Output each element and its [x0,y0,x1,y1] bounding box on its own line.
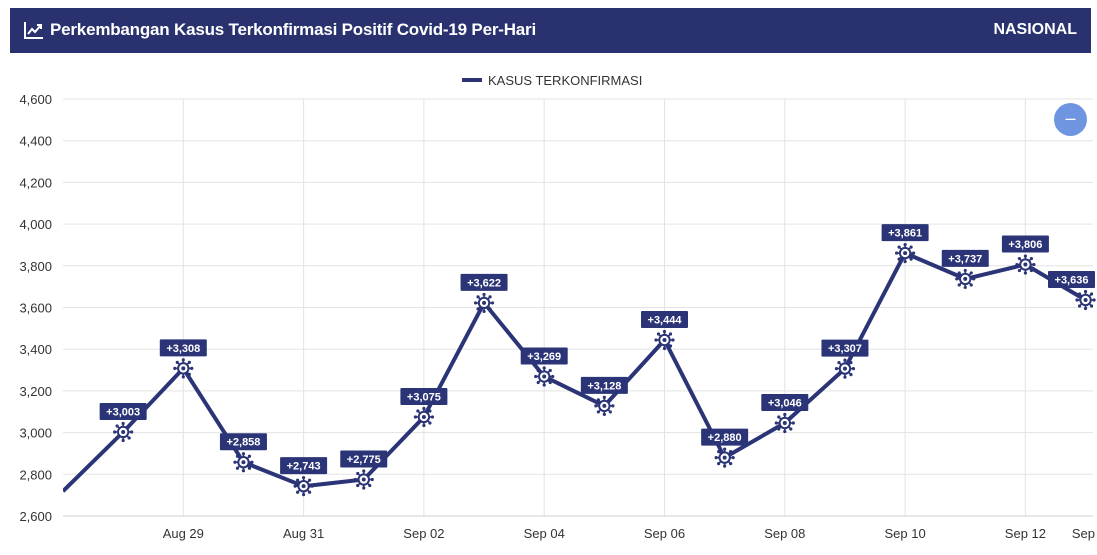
data-label-box [520,347,568,365]
data-label: +3,806 [1001,235,1049,253]
virus-marker-icon[interactable] [714,447,735,468]
data-label-text: +3,046 [768,398,802,410]
y-tick-label: 3,600 [19,301,52,316]
data-label-text: +3,737 [948,253,982,265]
data-label-box [1001,235,1049,253]
data-label: +3,444 [641,311,688,329]
data-label: +2,743 [280,457,328,475]
chart-title: Perkembangan Kasus Terkonfirmasi Positif… [50,20,536,39]
data-label: +3,003 [99,402,147,420]
data-label-text: +2,858 [226,437,260,449]
data-label: +2,858 [219,433,267,451]
data-label: +3,269 [520,347,568,365]
x-tick-label: Aug 29 [163,526,204,541]
data-label: +2,880 [701,428,749,446]
y-tick-label: 3,400 [19,342,52,357]
data-label-text: +3,444 [648,315,683,327]
data-label: +3,075 [400,387,448,405]
data-label-box [400,387,448,405]
data-label-text: +3,269 [527,351,561,363]
scope-badge: NASIONAL [993,21,1077,38]
data-label: +3,636 [1048,270,1095,288]
data-label-text: +3,307 [828,343,862,355]
y-tick-label: 4,400 [19,134,52,149]
y-tick-label: 3,000 [19,426,52,441]
y-tick-label: 4,000 [19,217,52,232]
virus-marker-icon[interactable] [594,395,615,417]
data-label: +2,775 [340,450,388,468]
data-label-box [941,249,989,267]
y-tick-label: 3,800 [19,259,52,274]
x-tick-label: Sep 12 [1005,526,1046,541]
collapse-button[interactable]: – [1054,103,1087,136]
x-tick-label: Sep 02 [403,526,444,541]
chart-header: Perkembangan Kasus Terkonfirmasi Positif… [10,8,1091,53]
virus-marker-icon[interactable] [293,476,314,497]
line-chart-icon [24,22,43,39]
data-label-box [761,394,809,412]
virus-marker-icon[interactable] [834,358,856,379]
data-label-text: +3,128 [587,380,621,392]
minus-icon: – [1065,108,1076,128]
data-label-box [159,339,207,357]
y-tick-label: 2,600 [19,509,52,524]
virus-marker-icon[interactable] [1075,289,1096,311]
data-label: +3,046 [761,394,809,412]
data-label-box [280,457,328,475]
legend-label[interactable]: KASUS TERKONFIRMASI [488,73,642,88]
virus-marker-icon[interactable] [1015,254,1036,275]
virus-marker-icon[interactable] [353,469,374,490]
data-label-text: +3,622 [467,277,501,289]
data-label-text: +3,003 [106,406,140,418]
virus-marker-icon[interactable] [113,421,134,443]
data-label-text: +2,775 [347,454,381,466]
data-label-box [219,433,267,451]
x-tick-label: Sep [1072,526,1095,541]
x-tick-label: Sep 04 [524,526,565,541]
virus-marker-icon[interactable] [895,242,916,264]
virus-marker-icon[interactable] [413,406,434,428]
data-label-box [340,450,388,468]
x-tick-label: Sep 06 [644,526,685,541]
data-label-box [641,311,688,329]
virus-marker-icon[interactable] [955,268,976,290]
data-label-text: +3,308 [166,343,200,355]
virus-marker-icon[interactable] [654,329,675,351]
virus-marker-icon[interactable] [233,452,254,473]
data-label: +3,737 [941,249,989,267]
x-tick-label: Aug 31 [283,526,324,541]
data-label-text: +3,636 [1055,274,1089,286]
data-label-box [580,376,628,394]
virus-marker-icon[interactable] [173,358,194,379]
virus-marker-icon[interactable] [774,412,795,434]
data-label-box [99,402,147,420]
data-label-box [460,273,508,291]
data-label-box [701,428,749,446]
data-label-box [1048,270,1095,288]
y-tick-label: 4,200 [19,175,52,190]
data-label: +3,861 [881,224,929,242]
data-label-text: +2,880 [708,432,742,444]
data-label-text: +3,861 [888,228,922,240]
data-label-text: +3,075 [407,391,441,403]
data-label-box [881,224,929,242]
virus-marker-icon[interactable] [534,366,555,387]
x-tick-label: Sep 08 [764,526,805,541]
virus-marker-icon[interactable] [473,292,495,314]
y-tick-label: 4,600 [19,92,52,107]
y-tick-label: 3,200 [19,384,52,399]
data-label-text: +3,806 [1008,239,1042,251]
data-label: +3,128 [580,376,628,394]
data-label: +3,622 [460,273,508,291]
data-label-text: +2,743 [287,461,321,473]
y-tick-label: 2,800 [19,467,52,482]
data-label: +3,307 [821,339,869,357]
line-chart: 2,600 2,800 3,000 3,200 3,400 3,600 3,800 4,000… [19,73,1096,541]
x-tick-label: Sep 10 [884,526,925,541]
data-label: +3,308 [159,339,207,357]
series-line [63,251,1087,493]
data-label-box [821,339,869,357]
